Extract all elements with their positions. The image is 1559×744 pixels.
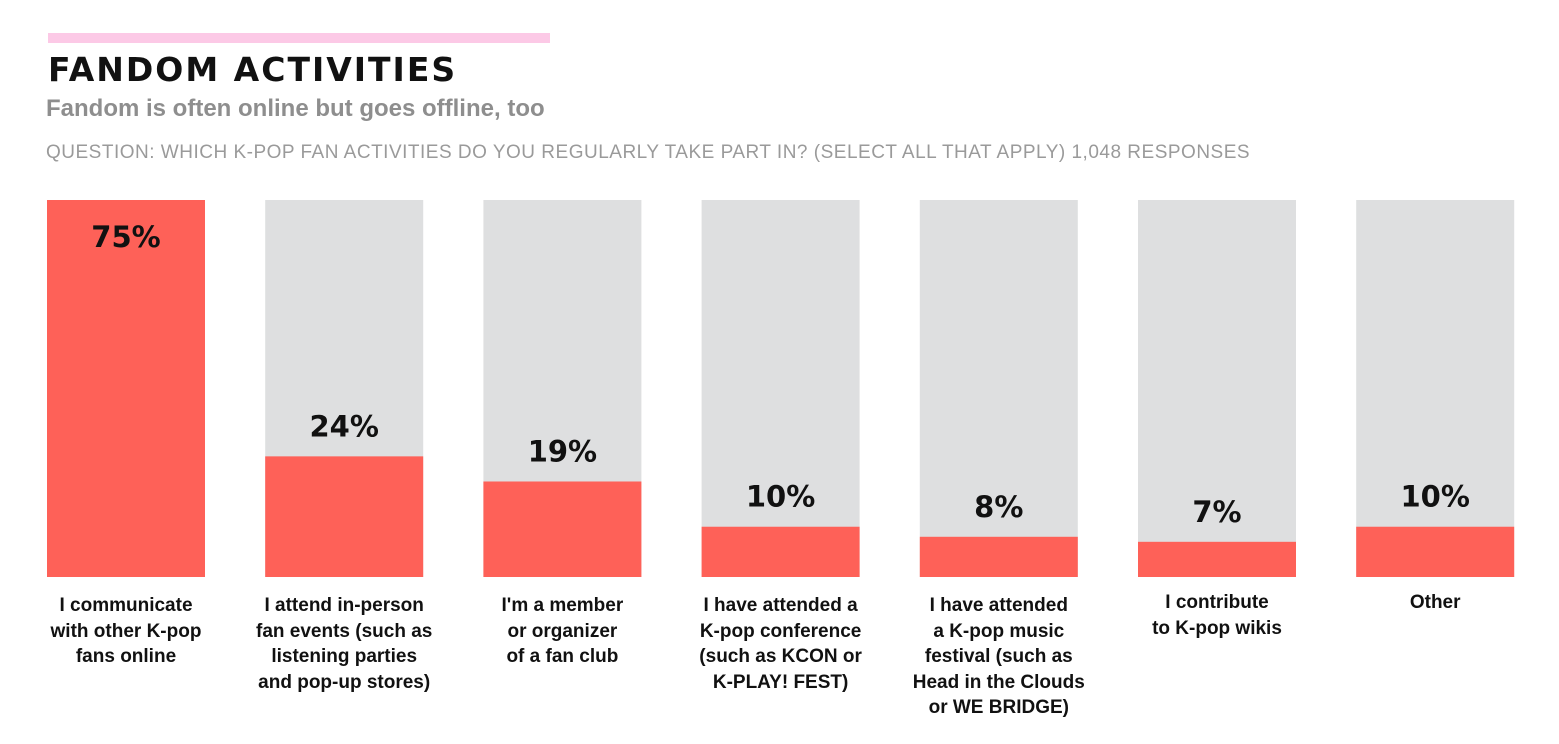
- category-label-line: (such as KCON or: [699, 646, 862, 667]
- category-label-line: I contribute: [1165, 592, 1269, 613]
- bar-track: [919, 200, 1078, 577]
- category-label-line: fans online: [75, 646, 177, 667]
- category-label-line: I have attended a: [703, 595, 858, 616]
- bar: [701, 526, 860, 577]
- category-label-line: listening parties: [271, 646, 418, 667]
- data-label: 19%: [528, 434, 597, 468]
- bar: [1138, 541, 1296, 577]
- category-label-line: or WE BRIDGE): [928, 697, 1069, 718]
- category-label-line: a K-pop music: [933, 620, 1065, 642]
- category-label-line: and pop-up stores): [258, 671, 431, 693]
- bar: [265, 456, 424, 577]
- category-label-line: Head in the Clouds: [912, 671, 1085, 693]
- category-label-line: with other K-pop: [50, 620, 202, 642]
- category-label-line: I'm a member: [501, 595, 624, 616]
- category-label-line: of a fan club: [506, 646, 619, 667]
- bar: [1356, 526, 1515, 577]
- bar-track: [701, 200, 860, 577]
- chart-title: FANDOM ACTIVITIES: [48, 50, 458, 89]
- survey-question: QUESTION: WHICH K-POP FAN ACTIVITIES DO …: [46, 142, 1251, 163]
- bar: [483, 481, 642, 577]
- category-label-line: I attend in-person: [264, 595, 424, 616]
- category-label-line: festival (such as: [924, 646, 1073, 667]
- data-label: 24%: [309, 409, 378, 443]
- category-label-line: or organizer: [507, 620, 618, 642]
- category-label-line: K-pop conference: [699, 620, 862, 642]
- chart-subtitle: Fandom is often online but goes offline,…: [46, 95, 545, 122]
- category-label-line: Other: [1409, 592, 1461, 613]
- category-label-line: I communicate: [59, 595, 193, 616]
- data-label: 10%: [1400, 480, 1469, 514]
- category-label-line: fan events (such as: [256, 620, 433, 642]
- data-label: 8%: [974, 490, 1023, 524]
- bar: [47, 200, 205, 577]
- category-label-line: K-PLAY! FEST): [712, 671, 849, 693]
- title-accent-bar: [48, 33, 550, 43]
- category-label: I'm a member or organizer of a fan club: [457, 593, 667, 670]
- bar: [919, 536, 1078, 577]
- category-label: Other: [1330, 590, 1540, 616]
- bar-track: [1138, 200, 1296, 577]
- data-label: 7%: [1192, 495, 1241, 529]
- category-label: I contribute to K-pop wikis: [1112, 590, 1322, 641]
- bar-track: [1356, 200, 1515, 577]
- category-label-line: to K-pop wikis: [1152, 617, 1282, 639]
- category-label: I attend in-person fan events (such as lis…: [239, 593, 449, 695]
- data-label: 75%: [91, 220, 160, 254]
- data-label: 10%: [746, 480, 815, 514]
- category-label: I have attended a K-pop conference (such a…: [676, 593, 886, 695]
- category-label-line: I have attended: [929, 595, 1068, 616]
- category-label: I have attended a K-pop music festival (su…: [894, 593, 1104, 721]
- category-label: I communicate with other K-pop fans online: [21, 593, 231, 670]
